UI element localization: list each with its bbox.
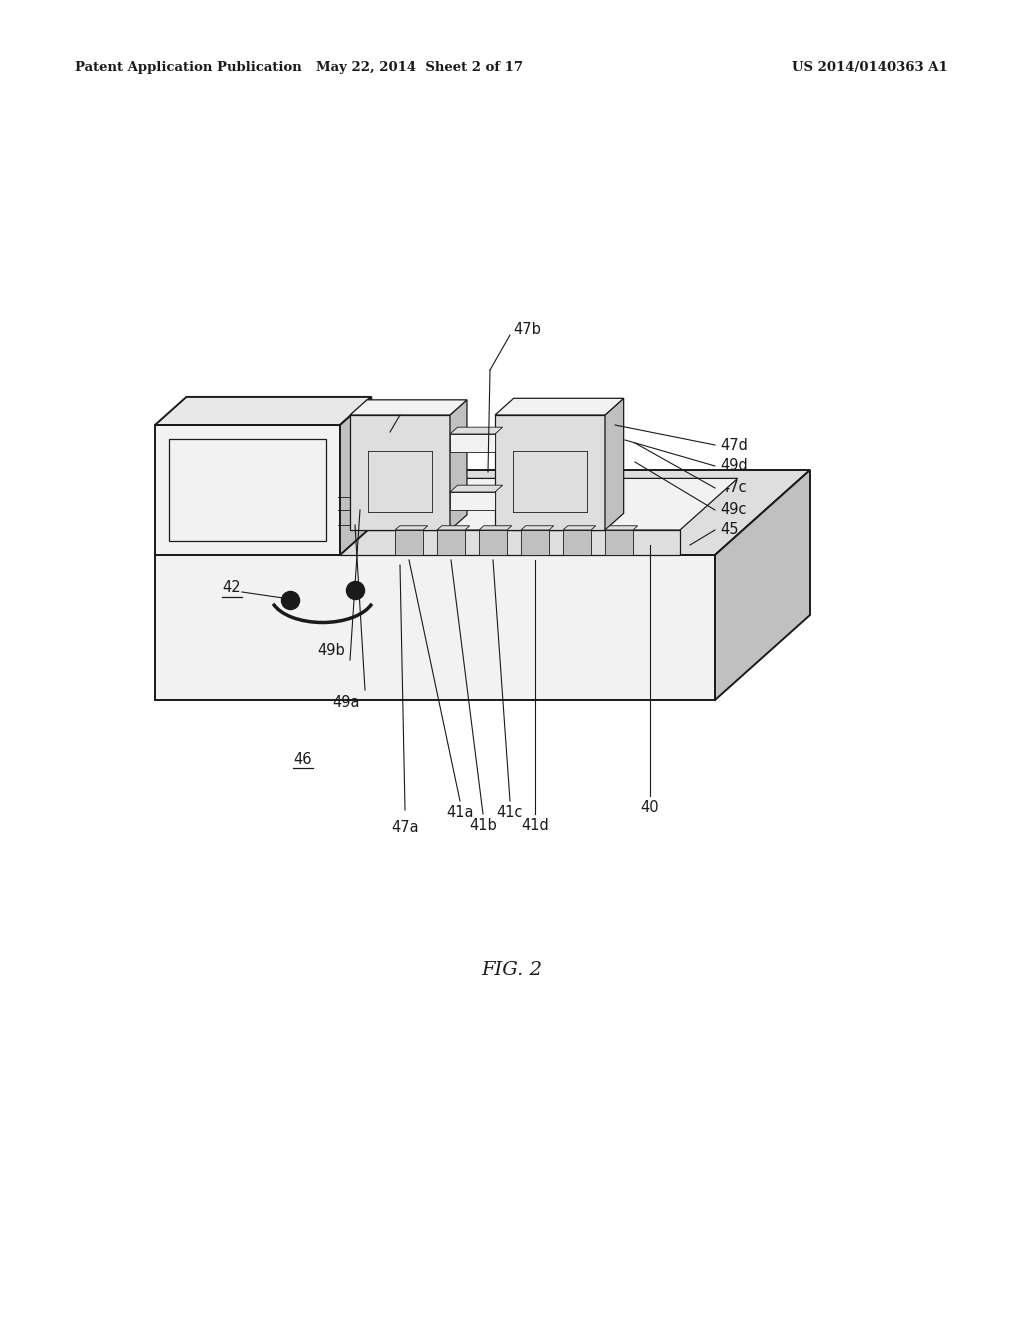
Polygon shape <box>605 399 624 531</box>
Polygon shape <box>340 531 680 554</box>
Text: US 2014/0140363 A1: US 2014/0140363 A1 <box>793 62 948 74</box>
Polygon shape <box>521 531 549 554</box>
Polygon shape <box>715 470 810 700</box>
Text: 49b: 49b <box>317 643 345 657</box>
Polygon shape <box>350 414 450 531</box>
Polygon shape <box>450 428 503 434</box>
Polygon shape <box>450 400 467 531</box>
Text: 47b: 47b <box>513 322 541 338</box>
Polygon shape <box>155 470 810 554</box>
Polygon shape <box>495 399 624 414</box>
Text: 46: 46 <box>294 752 312 767</box>
Polygon shape <box>155 554 715 700</box>
Text: 49a: 49a <box>333 696 360 710</box>
Polygon shape <box>479 531 507 554</box>
Text: 45: 45 <box>720 523 738 537</box>
Polygon shape <box>521 525 554 531</box>
Text: May 22, 2014  Sheet 2 of 17: May 22, 2014 Sheet 2 of 17 <box>316 62 523 74</box>
Polygon shape <box>340 478 737 531</box>
Polygon shape <box>495 414 605 531</box>
Text: 47d: 47d <box>720 437 748 453</box>
Text: 47c: 47c <box>720 480 746 495</box>
Polygon shape <box>437 525 470 531</box>
Polygon shape <box>450 486 503 492</box>
Polygon shape <box>450 434 495 451</box>
Text: 41c: 41c <box>497 805 523 820</box>
Polygon shape <box>155 397 372 425</box>
Text: 41b: 41b <box>469 818 497 833</box>
Polygon shape <box>395 525 428 531</box>
Polygon shape <box>340 397 372 554</box>
Polygon shape <box>605 531 633 554</box>
Text: 42: 42 <box>222 581 242 595</box>
Text: 40: 40 <box>641 800 659 814</box>
Text: 47a: 47a <box>391 820 419 836</box>
Polygon shape <box>563 525 596 531</box>
Text: FIG. 2: FIG. 2 <box>481 961 543 979</box>
Text: 49d: 49d <box>720 458 748 474</box>
Polygon shape <box>479 525 512 531</box>
Polygon shape <box>605 525 638 531</box>
Polygon shape <box>437 531 465 554</box>
Polygon shape <box>350 400 467 414</box>
Text: Patent Application Publication: Patent Application Publication <box>75 62 302 74</box>
Text: 49c: 49c <box>720 503 746 517</box>
Polygon shape <box>563 531 591 554</box>
Polygon shape <box>450 492 495 510</box>
Text: 41a: 41a <box>446 805 474 820</box>
Text: 44: 44 <box>369 413 387 428</box>
Text: 41d: 41d <box>521 818 549 833</box>
Polygon shape <box>155 425 340 554</box>
Polygon shape <box>395 531 423 554</box>
